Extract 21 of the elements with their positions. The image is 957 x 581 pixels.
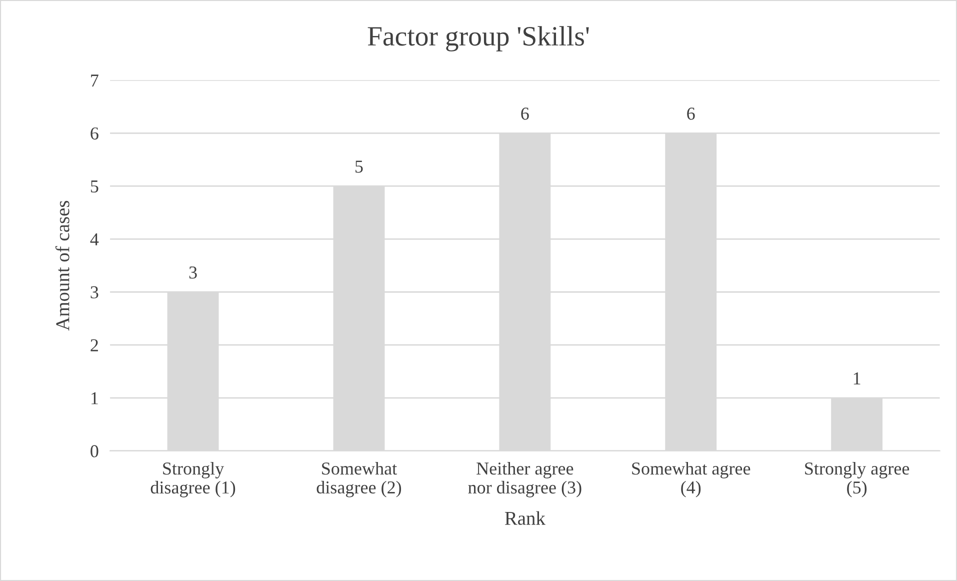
y-tick-label: 3: [90, 286, 98, 298]
chart-title: Factor group 'Skills': [368, 26, 589, 52]
x-axis-title: Rank: [504, 511, 546, 525]
y-tick-label: 5: [90, 180, 98, 193]
data-label: 6: [521, 108, 529, 120]
x-tick-label: Strongly disagree (1): [150, 462, 236, 498]
y-tick-label: 2: [90, 339, 98, 352]
y-tick-label: 0: [90, 445, 98, 458]
y-tick-label: 7: [91, 74, 98, 86]
data-label: 3: [189, 266, 197, 279]
y-tick-label: 1: [92, 392, 98, 404]
y-tick-label: 4: [90, 233, 99, 246]
data-label: 1: [854, 372, 860, 384]
y-axis-title: Amount of cases: [55, 200, 70, 331]
x-tick-label: Somewhat disagree (2): [316, 462, 402, 498]
x-tick-label: Neither agree nor disagree (3): [468, 462, 582, 498]
data-label: 6: [687, 108, 695, 120]
x-tick-label: Somewhat agree (4): [632, 462, 750, 498]
y-tick-label: 6: [90, 127, 98, 140]
data-label: 5: [356, 160, 363, 173]
x-tick-label: Strongly agree (5): [805, 462, 910, 498]
